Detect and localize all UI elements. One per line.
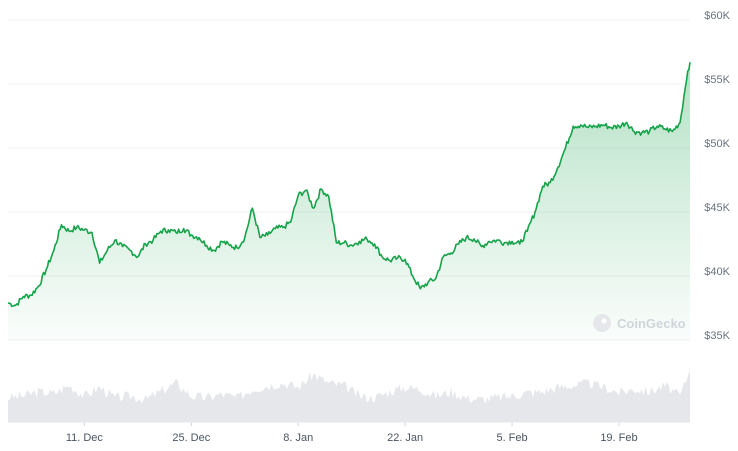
y-tick-label: $55K <box>704 74 730 86</box>
y-tick-label: $35K <box>704 330 730 342</box>
x-axis-ticks: 11. Dec 25. Dec 8. Jan 22. Jan 5. Feb 19. Feb <box>8 421 690 444</box>
x-tick-label: 11. Dec <box>66 432 104 444</box>
volume-area-fill <box>8 370 690 422</box>
x-tick-label: 25. Dec <box>172 432 210 444</box>
y-tick-label: $60K <box>704 10 730 22</box>
x-tick-label: 5. Feb <box>496 432 527 444</box>
y-tick-label: $50K <box>704 138 730 150</box>
x-tick-label: 19. Feb <box>600 432 637 444</box>
coingecko-logo-icon <box>593 314 611 332</box>
price-area <box>8 62 690 340</box>
y-tick-label: $40K <box>704 266 730 278</box>
volume-area <box>8 370 690 422</box>
coingecko-logo-eye-icon <box>601 318 607 324</box>
y-axis-ticks: $60K $55K $50K $45K $40K $35K <box>704 10 730 342</box>
x-tick-label: 8. Jan <box>283 432 313 444</box>
price-line[interactable] <box>7 62 691 308</box>
price-area-fill <box>8 62 690 340</box>
watermark-text: CoinGecko <box>617 316 686 331</box>
x-tick-label: 22. Jan <box>387 432 423 444</box>
coingecko-watermark: CoinGecko <box>593 314 686 332</box>
price-series-line[interactable] <box>7 62 691 308</box>
y-tick-label: $45K <box>704 202 730 214</box>
